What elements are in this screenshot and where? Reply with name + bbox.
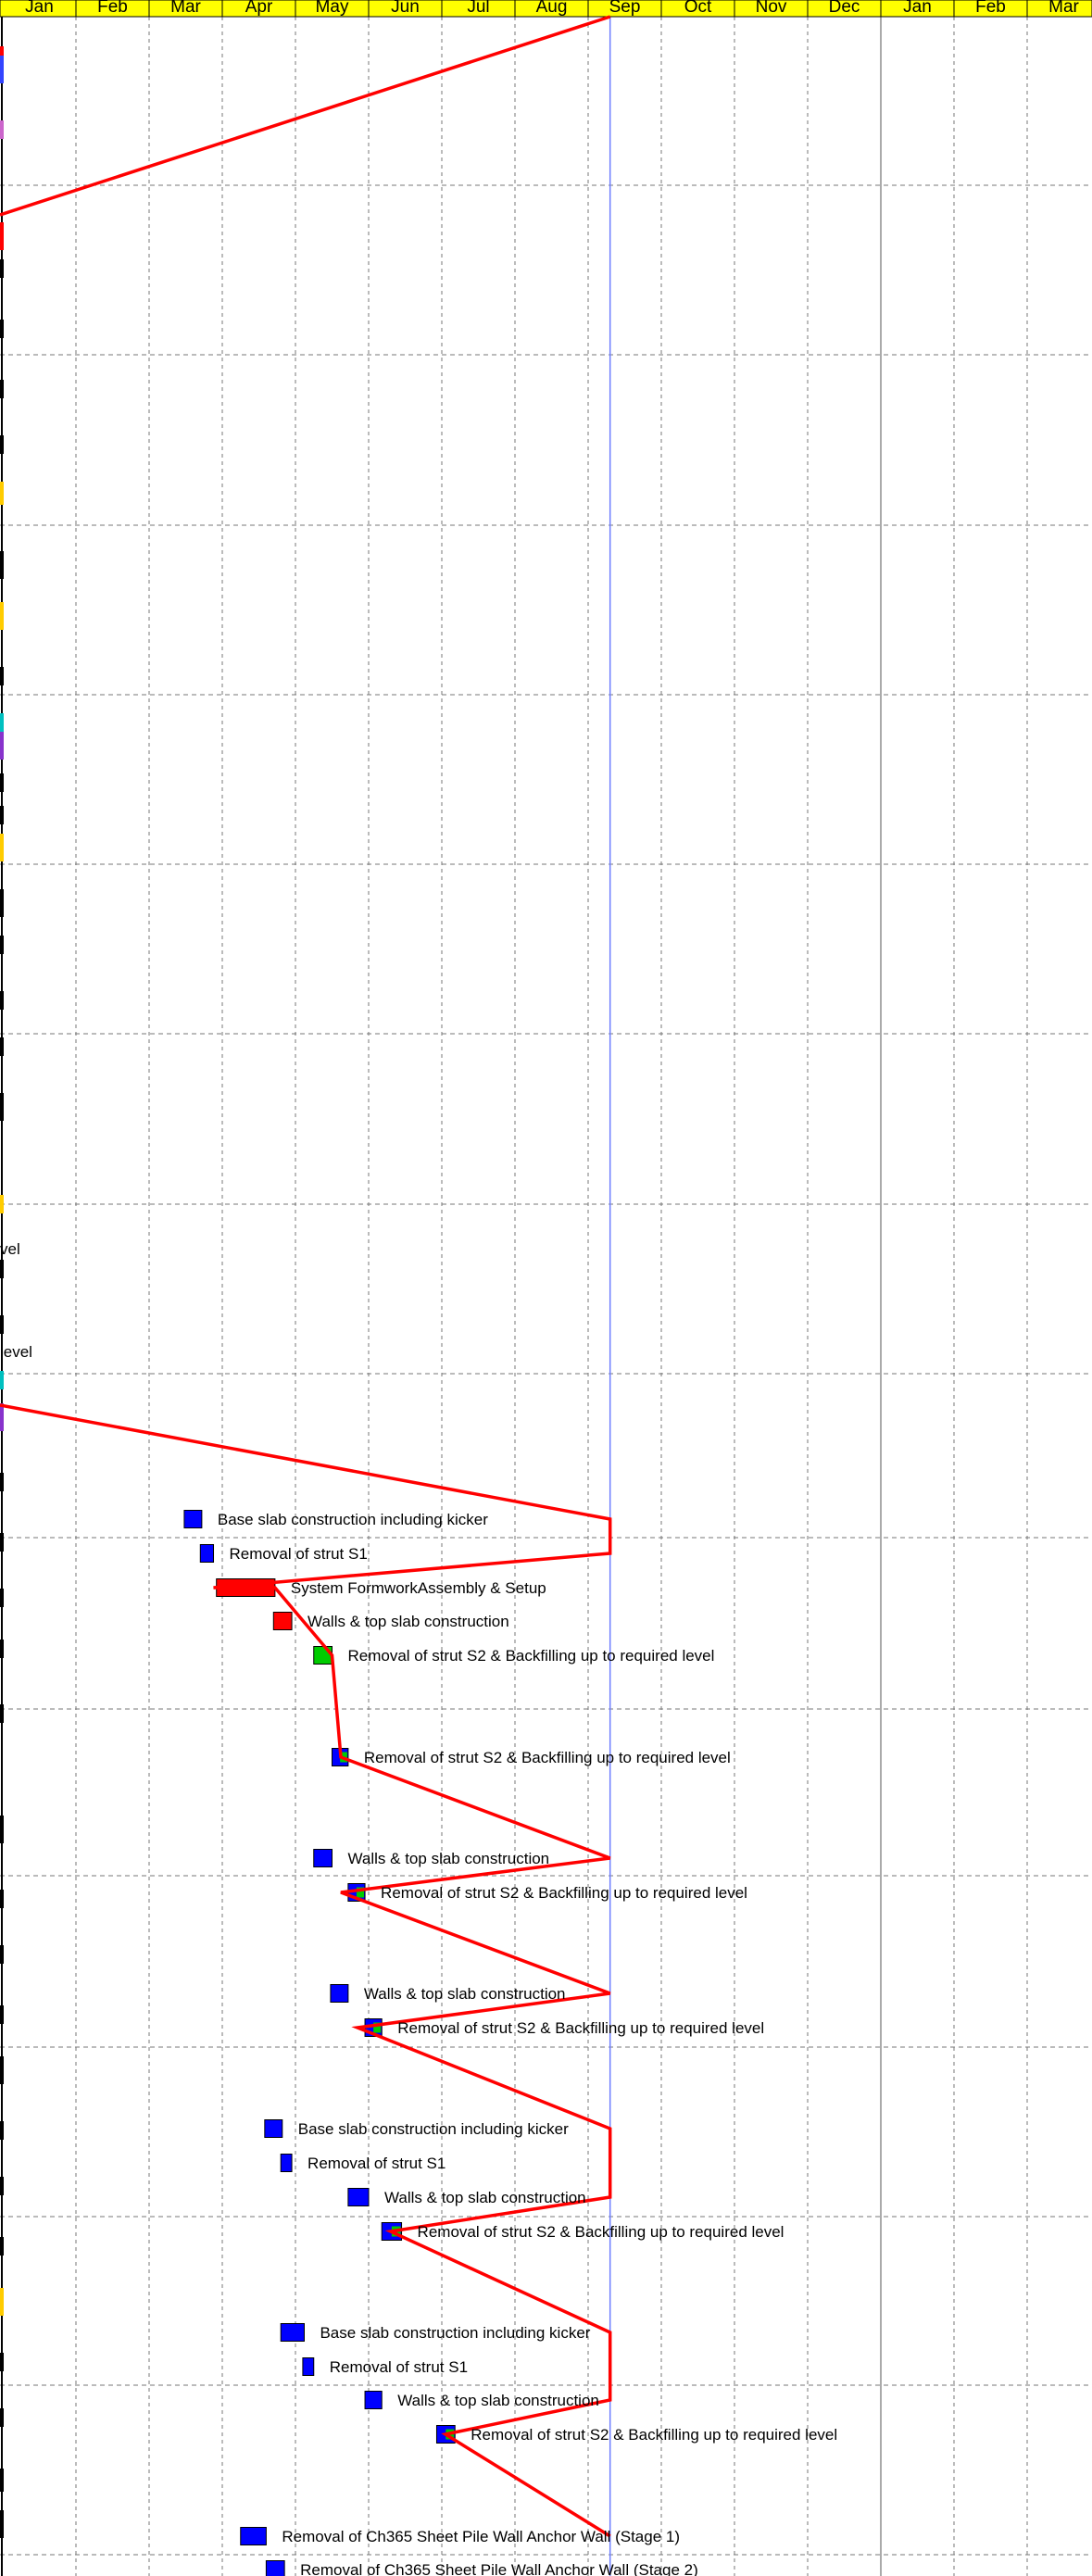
task-bar: [280, 2154, 293, 2172]
task-label: Walls & top slab construction: [397, 2392, 599, 2409]
edge-label: vel: [0, 1240, 20, 1258]
task-bar: [264, 2119, 283, 2138]
task-label: Removal of strut S1: [308, 2155, 446, 2172]
task-bar: [183, 1510, 203, 1528]
task-label: Removal of strut S2 & Backfilling up to …: [418, 2223, 784, 2241]
task-label: Removal of strut S2 & Backfilling up to …: [471, 2426, 837, 2444]
task-label: Removal of strut S2 & Backfilling up to …: [397, 2019, 764, 2037]
task-bar: [347, 2188, 370, 2206]
task-bar: [364, 2391, 383, 2409]
month-label: Mar: [170, 0, 201, 17]
task-bar: [330, 1984, 349, 2003]
timeline-header: Jan Feb Mar Apr May Jun Jul Aug Sep Oct Nov Dec Jan F…: [0, 0, 1092, 18]
month-label: Aug: [536, 0, 568, 17]
month-label: Dec: [829, 0, 860, 17]
task-bar: [302, 2357, 315, 2376]
task-label: Base slab construction including kicker: [218, 1511, 488, 1528]
task-bar: [265, 2560, 285, 2576]
month-label: Jun: [391, 0, 420, 17]
task-label: Base slab construction including kicker: [320, 2324, 590, 2342]
task-label: Removal of strut S1: [330, 2358, 468, 2376]
task-bar: [240, 2527, 267, 2545]
task-label: Removal of strut S2 & Backfilling up to …: [348, 1647, 715, 1665]
task-label: Base slab construction including kicker: [298, 2120, 569, 2138]
month-label: Sep: [609, 0, 641, 17]
month-label: May: [316, 0, 349, 17]
month-label: Jul: [467, 0, 489, 17]
task-label: Walls & top slab construction: [364, 1985, 566, 2003]
task-label: Walls & top slab construction: [308, 1613, 509, 1630]
task-bar: [272, 1612, 293, 1630]
task-label: Removal of Ch365 Sheet Pile Wall Anchor …: [282, 2528, 680, 2545]
task-bar: [313, 1646, 333, 1665]
progress-line-segment: [0, 1403, 612, 2538]
task-progress-fill: [356, 1887, 365, 1898]
task-bar: [199, 1544, 215, 1563]
task-label: Removal of strut S1: [230, 1545, 368, 1563]
month-label: Feb: [97, 0, 128, 17]
task-label: Removal of strut S2 & Backfilling up to …: [381, 1884, 747, 1902]
month-label: Mar: [1048, 0, 1079, 17]
task-label: System FormworkAssembly & Setup: [291, 1579, 546, 1597]
month-label: Oct: [684, 0, 712, 17]
task-labels: vel level Base slab construction including…: [0, 1240, 837, 2576]
progress-line-segment: [0, 15, 611, 217]
task-bar: [280, 2323, 305, 2342]
month-label: Jan: [903, 0, 932, 17]
task-progress-fill: [373, 2022, 382, 2033]
task-bar: [313, 1849, 333, 1867]
task-bars: [183, 1510, 456, 2576]
month-label: Nov: [756, 0, 787, 17]
task-label: Walls & top slab construction: [348, 1850, 550, 1867]
task-label: Removal of strut S2 & Backfilling up to …: [364, 1749, 731, 1766]
task-label: Removal of Ch365 Sheet Pile Wall Anchor …: [300, 2561, 698, 2576]
progress-line: [0, 15, 612, 2538]
month-label: Apr: [245, 0, 273, 17]
edge-label: level: [0, 1343, 32, 1361]
task-label: Walls & top slab construction: [384, 2189, 586, 2206]
month-label: Jan: [25, 0, 54, 17]
month-label: Feb: [975, 0, 1006, 17]
